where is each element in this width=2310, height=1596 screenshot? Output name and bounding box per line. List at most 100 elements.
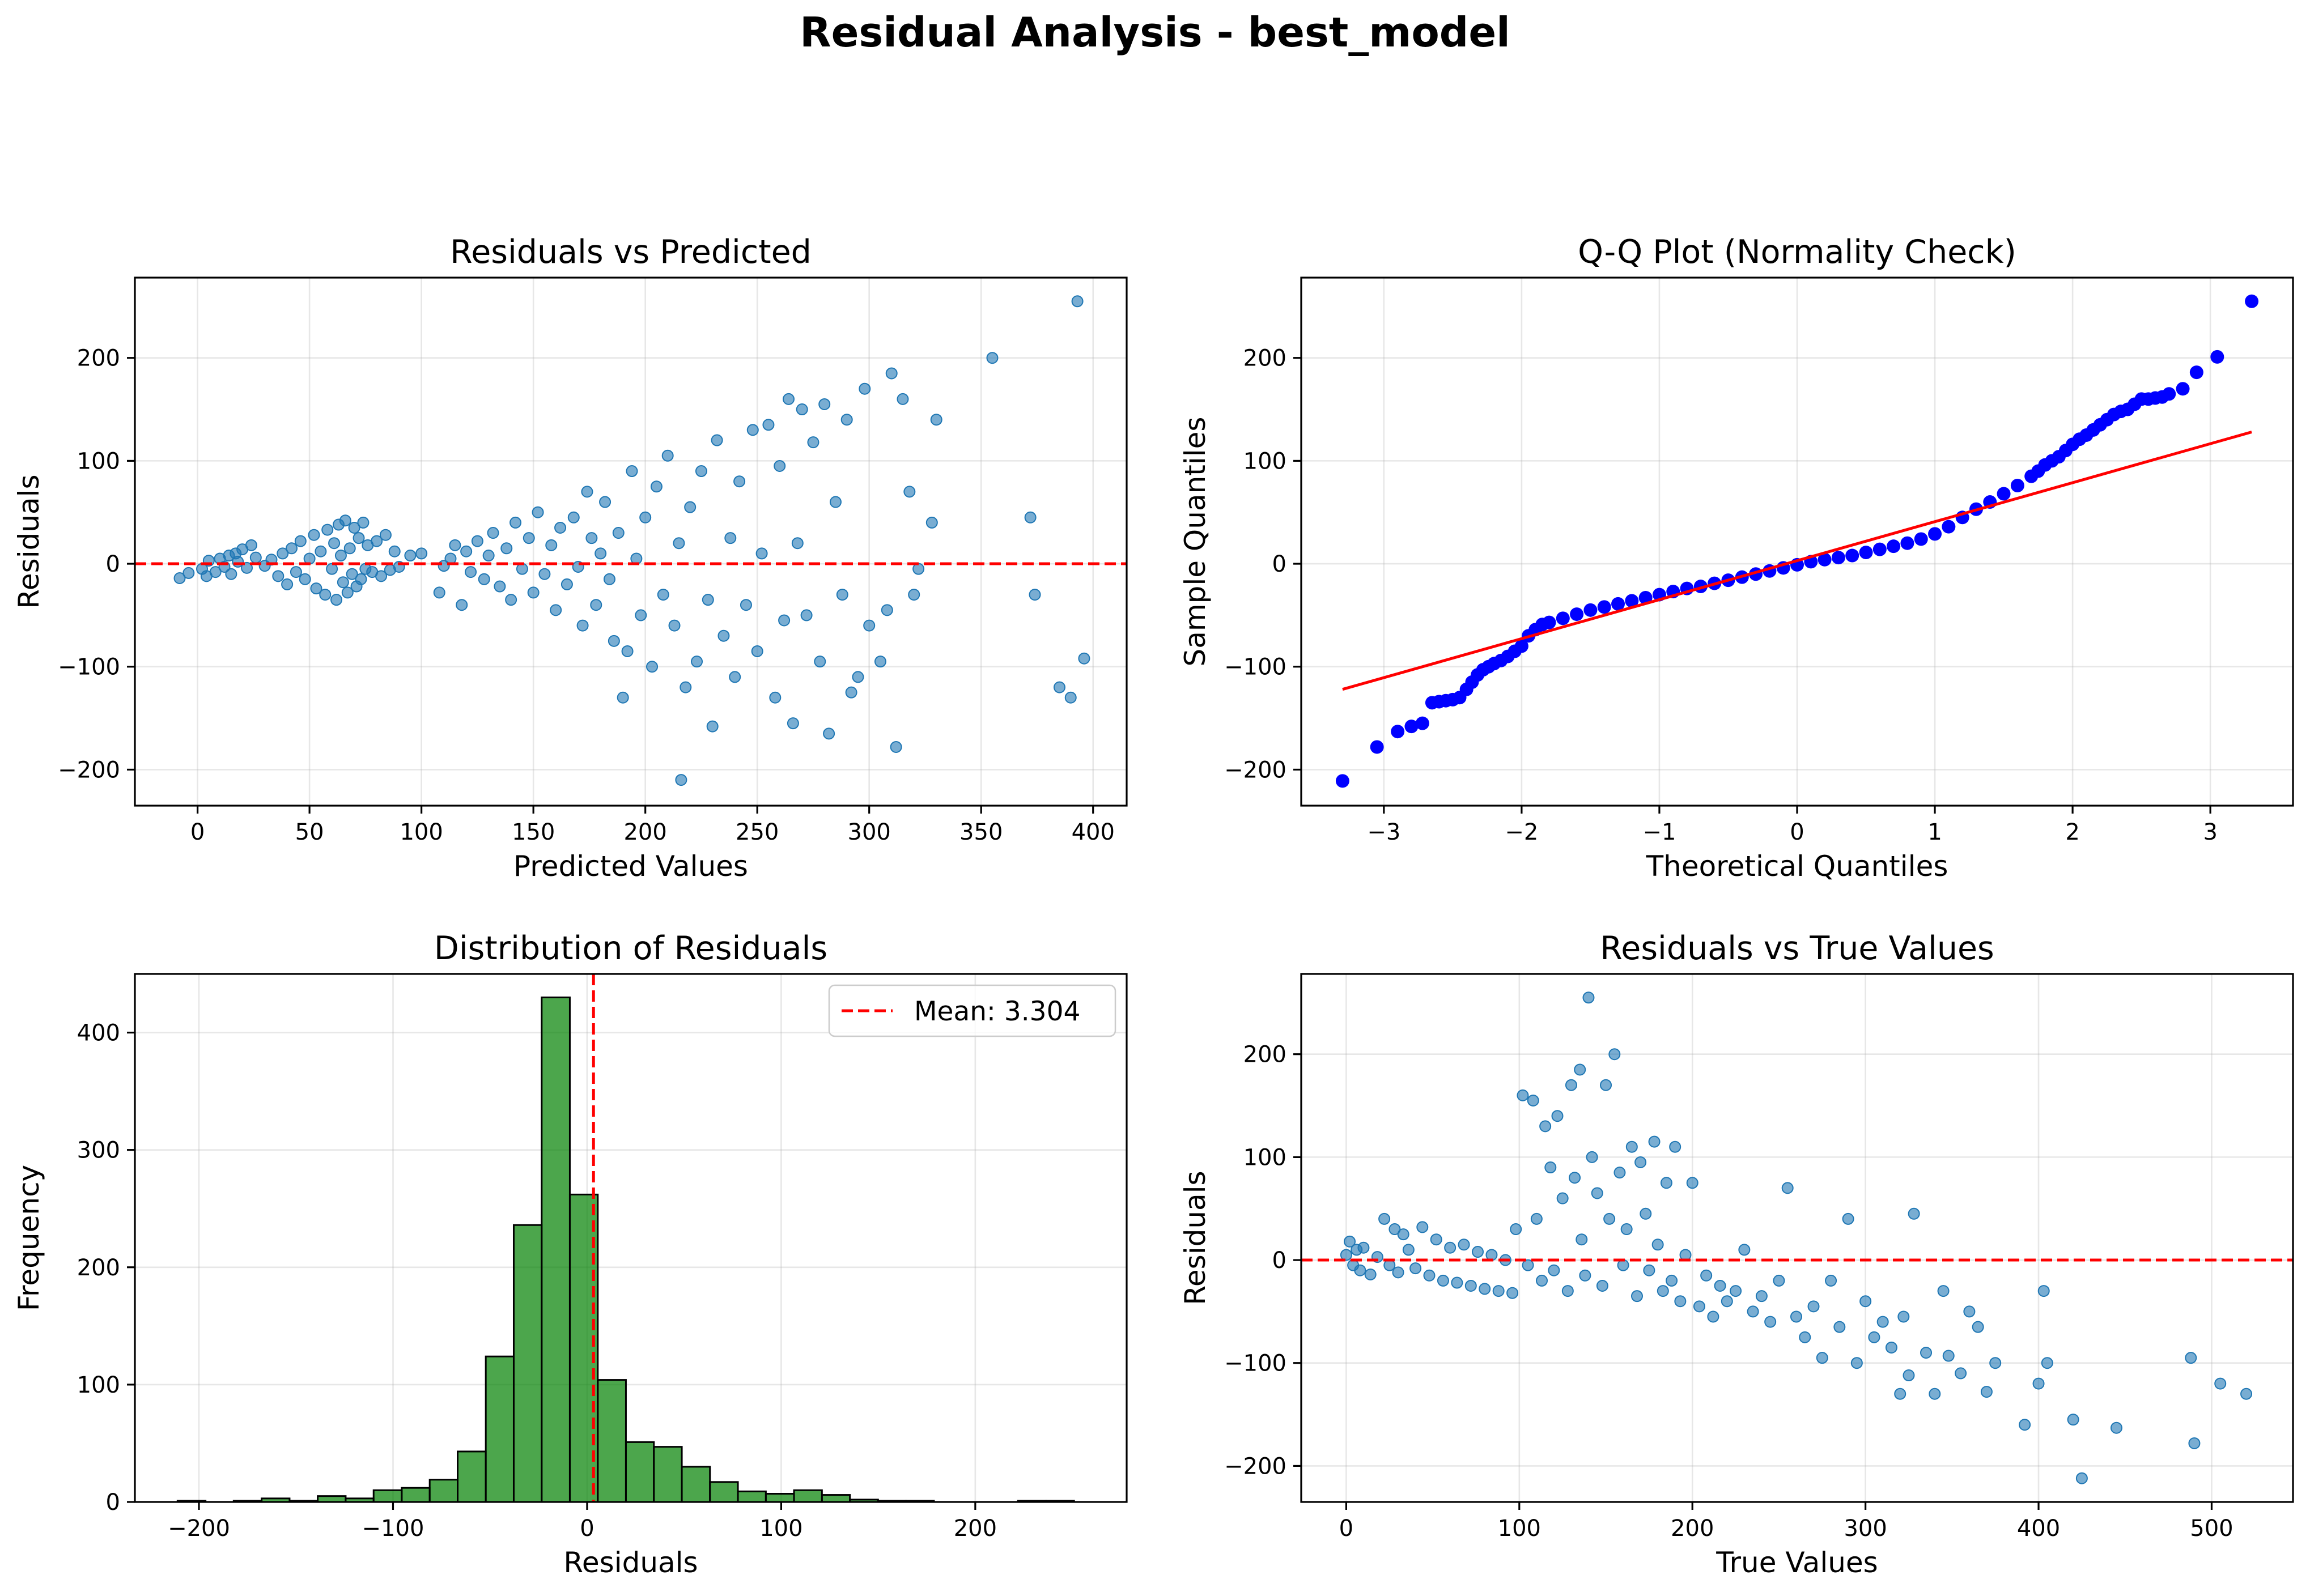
residuals-vs-true-point — [1551, 1110, 1564, 1122]
residuals-vs-predicted-xtick-label: 300 — [848, 819, 891, 845]
qq-plot-point — [1570, 607, 1584, 622]
residuals-vs-predicted-point — [787, 717, 799, 730]
residual-histogram-bar — [765, 1493, 795, 1503]
residuals-vs-true-point — [1700, 1269, 1713, 1282]
legend-label: Mean: 3.304 — [914, 996, 1080, 1027]
residuals-vs-true-point — [1444, 1241, 1457, 1254]
residuals-vs-predicted-xtick-label: 50 — [295, 819, 324, 845]
residuals-vs-predicted-point — [581, 486, 593, 498]
residual-histogram-xtick-label: −100 — [362, 1516, 424, 1542]
residual-histogram-xtick-label: 0 — [580, 1516, 594, 1542]
residuals-vs-true-point — [1842, 1212, 1854, 1225]
residuals-vs-predicted-point — [796, 403, 808, 416]
residuals-vs-true-ytick-label: −200 — [1224, 1453, 1286, 1479]
residuals-vs-true-point — [1660, 1177, 1672, 1189]
residuals-vs-true-point — [1674, 1295, 1687, 1308]
residuals-vs-predicted-point — [560, 578, 573, 590]
residuals-vs-predicted-point — [791, 537, 804, 550]
residuals-vs-predicted-point — [277, 547, 289, 560]
residuals-vs-true-point — [1908, 1207, 1920, 1220]
residuals-vs-true-point — [2240, 1388, 2253, 1400]
residual-histogram-bar — [681, 1466, 711, 1503]
residuals-vs-predicted-point — [585, 532, 598, 544]
residuals-vs-true-point — [1640, 1207, 1652, 1220]
residuals-vs-true-xtick-label: 0 — [1339, 1516, 1353, 1542]
residuals-vs-true-point — [2019, 1419, 2031, 1431]
residuals-vs-predicted-point — [885, 367, 898, 380]
residuals-vs-predicted-point — [740, 599, 752, 611]
residual-histogram-bar — [457, 1450, 487, 1503]
residuals-vs-predicted-point — [348, 521, 360, 534]
residuals-vs-predicted-point — [829, 496, 842, 508]
qq-plot-point — [1542, 615, 1556, 629]
residuals-vs-true-point — [1634, 1156, 1647, 1168]
qq-plot-point — [1872, 542, 1887, 556]
residuals-vs-predicted-xtick-label: 150 — [512, 819, 555, 845]
qq-plot-point — [1831, 551, 1845, 565]
residuals-vs-predicted-point — [691, 656, 703, 668]
qq-plot-point — [2245, 294, 2259, 308]
residuals-vs-true-point — [1451, 1276, 1463, 1289]
residuals-vs-predicted-point — [881, 604, 893, 616]
qq-plot-point — [1556, 611, 1570, 625]
qq-plot-point — [1928, 527, 1942, 541]
qq-plot-point — [2189, 365, 2203, 380]
residuals-vs-predicted-point — [724, 532, 737, 544]
residuals-vs-true-point — [1937, 1285, 1950, 1297]
residuals-vs-predicted-point — [241, 561, 253, 574]
residual-histogram-bar — [709, 1481, 739, 1503]
residuals-vs-predicted-point — [281, 578, 294, 590]
residuals-vs-predicted-ytick-label: 0 — [106, 551, 120, 577]
residuals-vs-true-point — [2075, 1472, 2088, 1484]
residuals-vs-predicted-point — [532, 506, 544, 518]
residuals-vs-predicted-point — [852, 671, 864, 683]
residuals-vs-predicted-point — [814, 656, 826, 668]
residuals-vs-true-point — [1738, 1244, 1751, 1256]
residuals-vs-true-xtick-label: 200 — [1671, 1516, 1714, 1542]
residuals-vs-true-ytick-label: 100 — [1243, 1144, 1286, 1171]
residuals-vs-predicted-point — [1071, 295, 1084, 308]
residuals-vs-true-point — [1608, 1048, 1621, 1061]
residuals-vs-predicted-point — [1024, 511, 1037, 524]
residuals-vs-true-point — [1565, 1079, 1577, 1091]
residuals-vs-predicted-xtick-label: 350 — [959, 819, 1003, 845]
qq-plot-xlabel: Theoretical Quantiles — [1646, 850, 1948, 883]
residuals-vs-predicted-xtick-label: 0 — [190, 819, 205, 845]
qq-plot-point — [1914, 532, 1928, 546]
residuals-vs-true-point — [1530, 1212, 1543, 1225]
residuals-vs-true-point — [1574, 1063, 1586, 1076]
qq-plot-ytick-label: −200 — [1224, 757, 1286, 783]
residual-histogram-bar — [372, 1489, 403, 1503]
residuals-vs-true-point — [1539, 1120, 1552, 1133]
residuals-vs-predicted-point — [343, 542, 356, 555]
residuals-vs-predicted-point — [807, 436, 819, 449]
residuals-vs-predicted-point — [308, 529, 320, 541]
qq-plot-point — [2010, 478, 2024, 492]
residuals-vs-true-ytick-label: 0 — [1272, 1248, 1286, 1274]
residuals-vs-predicted-point — [1078, 652, 1090, 665]
residuals-vs-true-point — [1402, 1244, 1415, 1256]
qq-plot-xtick-label: −1 — [1642, 819, 1676, 845]
residuals-vs-predicted-xtick-label: 400 — [1072, 819, 1115, 845]
residuals-vs-true-point — [1651, 1239, 1664, 1251]
residuals-vs-predicted-point — [523, 532, 535, 544]
residuals-vs-predicted-ytick-label: −200 — [58, 757, 120, 783]
residuals-vs-predicted-point — [286, 542, 298, 555]
residuals-vs-predicted-point — [646, 661, 659, 673]
residuals-vs-predicted-point — [245, 539, 257, 551]
residuals-vs-predicted-point — [249, 551, 262, 564]
qq-plot-point — [1997, 487, 2011, 501]
residuals-vs-true-point — [1556, 1192, 1569, 1205]
residual-histogram-ytick-label: 400 — [77, 1020, 120, 1046]
residuals-vs-predicted-point — [729, 671, 741, 683]
residuals-vs-true-panel: 0 100 200 300 400 500 −200 −100 0 100 200 Residuals… — [1179, 930, 2294, 1579]
residuals-vs-predicted-point — [500, 542, 513, 555]
residuals-vs-predicted-point — [334, 550, 347, 562]
residuals-vs-true-point — [1437, 1274, 1449, 1287]
residuals-vs-true-point — [1603, 1212, 1616, 1225]
residuals-vs-true-point — [1548, 1264, 1560, 1276]
residuals-vs-predicted-point — [310, 582, 322, 595]
residuals-vs-predicted-point — [639, 511, 652, 524]
residuals-vs-true-point — [1591, 1187, 1603, 1199]
